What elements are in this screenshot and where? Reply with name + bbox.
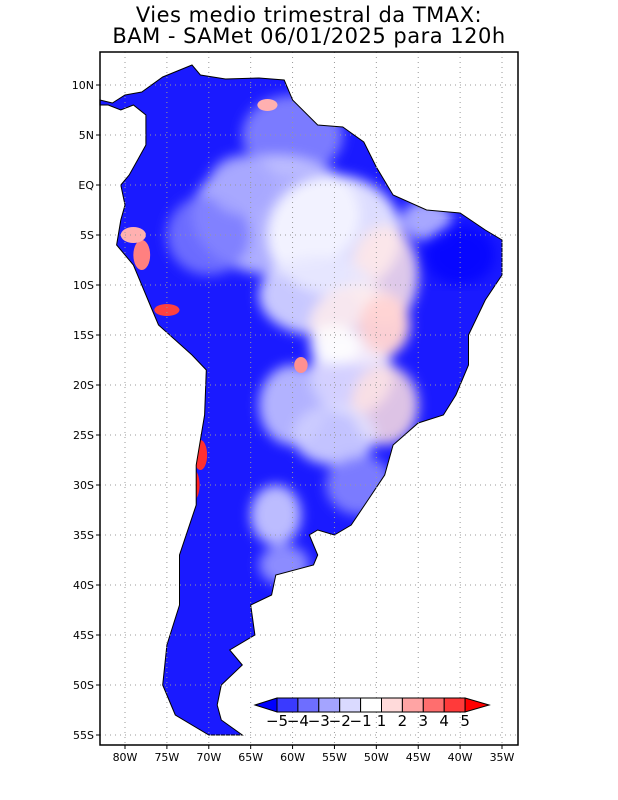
lon-tick-label: 35W: [490, 751, 515, 764]
lat-tick-label: 20S: [73, 379, 94, 392]
warm-bias-spot: [133, 240, 151, 270]
lat-tick-label: 15S: [73, 329, 94, 342]
lon-tick-label: 40W: [448, 751, 473, 764]
colorbar-label: 3: [419, 712, 429, 730]
colorbar-arrow-low: [253, 697, 278, 713]
map-title-line1: Vies medio trimestral da TMAX:: [135, 3, 483, 27]
colorbar-box: [297, 697, 320, 713]
colorbar-box: [422, 697, 445, 713]
bias-blob: [325, 455, 394, 515]
colorbar-label: 5: [460, 712, 470, 730]
lon-tick-label: 80W: [113, 751, 138, 764]
colorbar-label: −4: [287, 712, 309, 730]
bias-blob: [208, 155, 276, 215]
lat-tick-label: 5S: [80, 229, 94, 242]
colorbar-box: [381, 697, 403, 713]
lat-tick-label: 30S: [73, 479, 94, 492]
colorbar-box: [360, 697, 383, 713]
bias-blob: [166, 195, 251, 275]
lat-tick-label: 45S: [73, 629, 94, 642]
lon-tick-label: 65W: [238, 751, 263, 764]
lon-tick-label: 75W: [154, 751, 179, 764]
lon-tick-label: 60W: [280, 751, 305, 764]
bias-blob: [250, 485, 302, 545]
cold-bias-region: [425, 225, 496, 285]
colorbar-box: [276, 697, 299, 713]
lat-tick-label: 10S: [73, 279, 94, 292]
bias-blob: [309, 325, 360, 365]
colorbar-label: −5: [266, 712, 288, 730]
lat-tick-label: 25S: [73, 429, 94, 442]
colorbar-label: 1: [377, 712, 387, 730]
colorbar: −5−4−3−2−1 1 2 3 4 5: [253, 697, 491, 730]
lat-tick-label: 35S: [73, 529, 94, 542]
warm-bias-spot: [120, 227, 146, 243]
colorbar-label: −3: [308, 712, 330, 730]
lon-tick-label: 70W: [196, 751, 221, 764]
warm-bias-spot: [294, 357, 308, 373]
lon-tick-label: 50W: [364, 751, 389, 764]
map-title-line2: BAM - SAMet 06/01/2025 para 120h: [112, 24, 506, 48]
coastline: [99, 64, 503, 736]
lat-tick-label: EQ: [78, 179, 94, 192]
lon-tick-label: 45W: [406, 751, 431, 764]
colorbar-arrow-high: [464, 697, 491, 713]
colorbar-box: [443, 697, 466, 713]
warm-bias-spot: [187, 470, 200, 500]
lat-tick-label: 50S: [73, 679, 94, 692]
colorbar-box: [401, 697, 424, 713]
colorbar-label: −1: [350, 712, 372, 730]
colorbar-label: 4: [439, 712, 449, 730]
colorbar-box: [318, 697, 341, 713]
lon-tick-label: 55W: [322, 751, 347, 764]
lat-tick-label: 55S: [73, 729, 94, 742]
bias-blob: [359, 295, 410, 355]
warm-bias-spot: [154, 304, 180, 316]
colorbar-box: [339, 697, 362, 713]
lat-tick-label: 40S: [73, 579, 94, 592]
colorbar-label: −2: [329, 712, 351, 730]
bias-blob: [258, 545, 310, 585]
map-frame: [99, 51, 519, 746]
warm-bias-spot: [193, 440, 208, 470]
colorbar-label: 2: [398, 712, 408, 730]
lat-tick-label: 10N: [72, 79, 94, 92]
lat-tick-label: 5N: [79, 129, 94, 142]
warm-bias-spot: [257, 99, 278, 111]
